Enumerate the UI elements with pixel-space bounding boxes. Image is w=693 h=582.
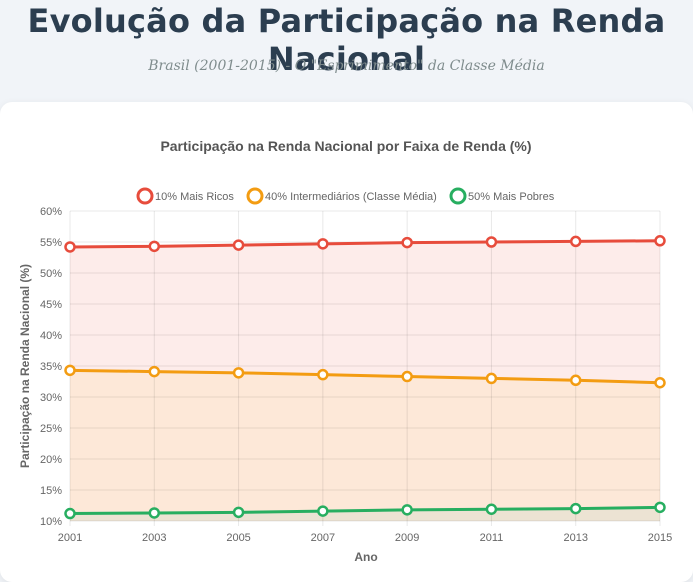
y-tick-label: 15% [40,485,62,497]
data-point[interactable] [64,364,76,377]
data-point[interactable] [569,235,582,248]
series-line-2 [69,505,661,516]
data-point[interactable] [654,376,666,389]
y-axis-title: Participação na Renda Nacional (%) [18,264,32,468]
plot-area: 10% 15% 20% 25% 30% 35% 40% 45% 50% 55% 60% 2001 200… [40,206,672,544]
legend-marker [136,187,154,205]
x-tick-label: 2007 [311,532,335,544]
data-point[interactable] [317,505,329,517]
y-tick-label: 30% [40,392,62,404]
data-point[interactable] [232,239,245,251]
data-point[interactable] [232,506,245,519]
page-subtitle: Brasil (2001-2015) - O "Esprimimento" da… [148,58,545,74]
y-tick-label: 35% [40,361,62,373]
series-line-0 [69,239,661,249]
legend-marker [246,187,264,205]
y-tick-label: 50% [40,268,62,280]
x-tick-label: 2003 [142,532,166,544]
legend-label: 50% Mais Pobres [468,191,555,203]
data-point[interactable] [148,507,161,519]
legend-item[interactable]: 40% Intermediários (Classe Média) [246,187,437,205]
y-tick-label: 45% [40,299,62,311]
data-point[interactable] [569,502,582,515]
legend-item[interactable]: 10% Mais Ricos [136,187,234,205]
x-axis-title: Ano [354,550,377,564]
chart-legend[interactable]: 10% Mais Ricos 40% Intermediários (Classe… [136,187,555,205]
y-tick-label: 40% [40,330,62,342]
x-tick-label: 2001 [58,532,82,544]
data-point[interactable] [317,368,329,381]
data-point[interactable] [654,501,666,514]
y-tick-label: 10% [40,516,62,528]
data-point[interactable] [654,235,666,247]
data-point[interactable] [317,238,329,250]
data-point[interactable] [232,367,245,379]
chart-title: Participação na Renda Nacional por Faixa… [160,138,531,154]
x-tick-label: 2005 [226,532,250,544]
x-tick-label: 2015 [648,532,672,544]
legend-marker [449,187,467,205]
legend-label: 40% Intermediários (Classe Média) [265,191,437,203]
x-tick-label: 2013 [563,532,587,544]
y-tick-label: 20% [40,454,62,466]
x-tick-label: 2009 [395,532,419,544]
data-point[interactable] [401,504,413,516]
data-point[interactable] [485,503,498,515]
legend-label: 10% Mais Ricos [155,191,234,203]
series-fill-1 [70,370,660,521]
data-point[interactable] [401,370,413,383]
data-point[interactable] [485,372,498,385]
y-tick-label: 55% [40,237,62,249]
data-point[interactable] [64,507,76,520]
data-point[interactable] [64,241,76,253]
data-point[interactable] [148,365,161,378]
series-line-1 [69,368,661,385]
data-point[interactable] [148,240,161,253]
data-point[interactable] [485,236,498,248]
x-tick-label: 2011 [480,532,504,544]
y-tick-label: 60% [40,206,62,218]
data-point[interactable] [401,236,413,249]
series-fill-2 [70,507,660,521]
data-point[interactable] [569,374,582,387]
page-title: Evolução da Participação na Renda Nacion… [27,2,666,78]
y-tick-label: 25% [40,423,62,435]
legend-item[interactable]: 50% Mais Pobres [449,187,555,205]
